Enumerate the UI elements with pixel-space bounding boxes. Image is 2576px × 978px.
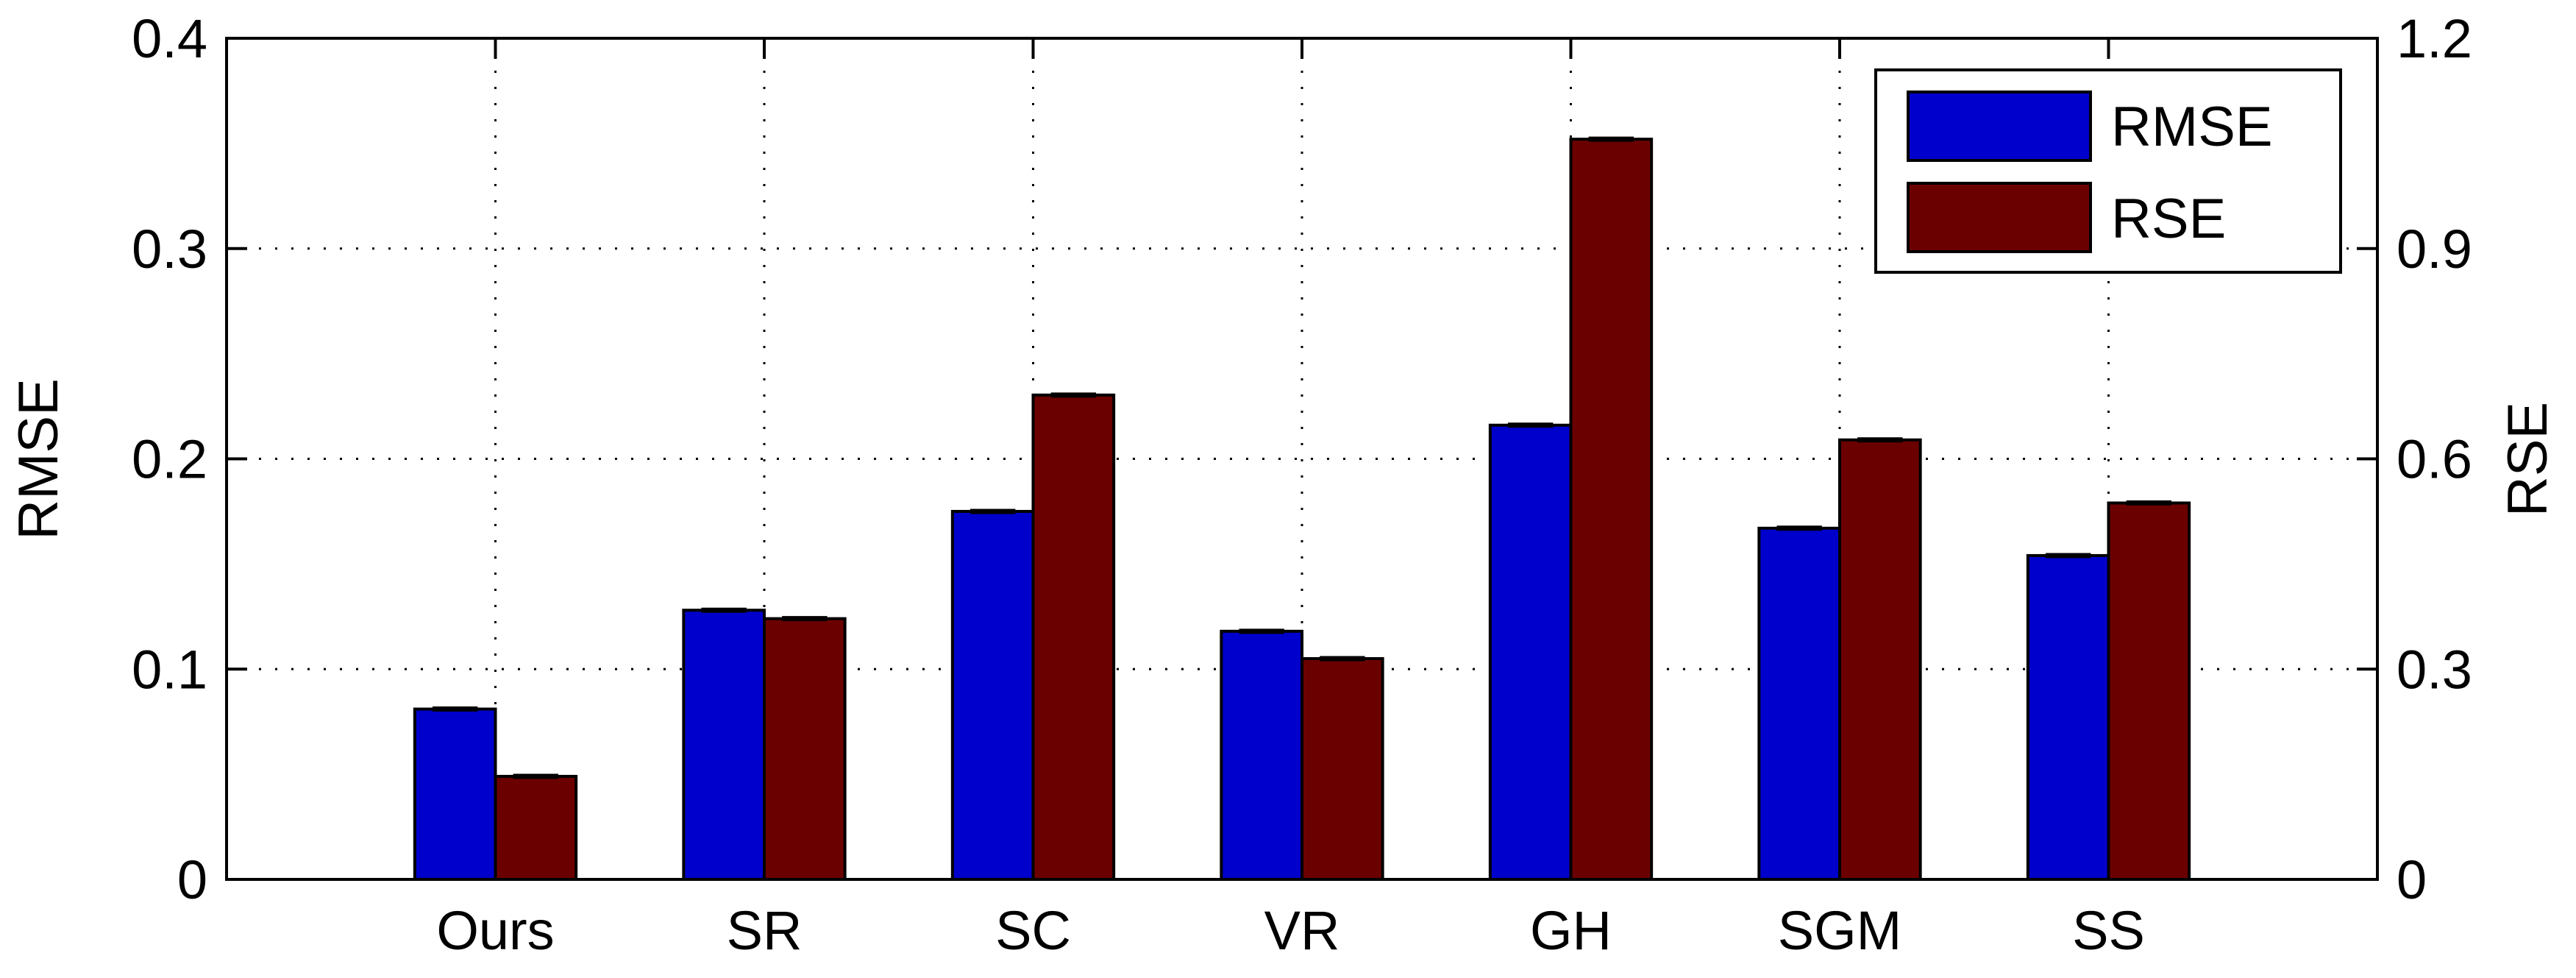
- legend: RMSE RSE: [1874, 68, 2342, 274]
- y-right-tick-label: 0.9: [2397, 219, 2472, 280]
- x-tick-label-sc: SC: [995, 900, 1071, 961]
- axis-ticks: [227, 37, 2377, 881]
- bar-rse-sc: [1031, 393, 1116, 881]
- y-left-tick-label: 0.4: [132, 8, 207, 69]
- x-tick-label-sr: SR: [727, 900, 803, 961]
- bar-rse-gh: [1569, 138, 1654, 882]
- y-right-tick-label: 0.3: [2397, 639, 2472, 700]
- legend-label-rmse: RMSE: [2111, 96, 2273, 158]
- legend-swatch-rmse: [1907, 91, 2092, 162]
- y-axis-left-title: RMSE: [7, 378, 70, 540]
- bar-rmse-ss: [2026, 553, 2110, 881]
- bar-rmse-gh: [1488, 423, 1573, 881]
- bar-rse-sr: [763, 617, 847, 881]
- x-tick-label-ours: Ours: [436, 900, 554, 961]
- bars: [413, 136, 2191, 882]
- bar-rmse-sr: [682, 609, 766, 881]
- y-left-tick-label: 0: [177, 849, 207, 910]
- y-axis-right-title: RSE: [2497, 402, 2559, 517]
- y-left-tick-label: 0.2: [132, 429, 207, 490]
- bar-rmse-vr: [1220, 629, 1303, 881]
- legend-swatch-rse: [1907, 182, 2092, 253]
- y-right-tick-label: 1.2: [2397, 8, 2472, 69]
- bar-rmse-sc: [950, 509, 1035, 881]
- bar-rse-sgm: [1838, 438, 1922, 881]
- x-tick-label-ss: SS: [2072, 900, 2145, 961]
- bar-rmse-ours: [413, 707, 497, 881]
- bar-rse-ours: [494, 774, 578, 882]
- y-right-tick-label: 0: [2397, 849, 2427, 910]
- y-left-tick-label: 0.3: [132, 219, 207, 280]
- bar-rse-vr: [1301, 656, 1384, 882]
- y-right-tick-label: 0.6: [2397, 429, 2472, 490]
- bar-rse-ss: [2107, 501, 2191, 881]
- tick-labels: 0 0.1 0.2 0.3 0.4 0 0.3 0.6 0.9 1.2 Ours SR SC VR GH SG…: [132, 8, 2472, 961]
- x-tick-label-vr: VR: [1264, 900, 1340, 961]
- y-left-tick-label: 0.1: [132, 639, 207, 700]
- x-tick-label-gh: GH: [1530, 900, 1612, 961]
- legend-label-rse: RSE: [2111, 188, 2226, 250]
- bar-rmse-sgm: [1757, 526, 1842, 881]
- x-tick-label-sgm: SGM: [1778, 900, 1902, 961]
